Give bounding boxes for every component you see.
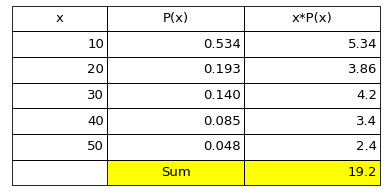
Bar [244,6,380,31]
Bar [244,31,380,57]
Bar [244,31,380,57]
Bar [244,108,380,134]
Bar [108,31,244,57]
Bar [12,6,108,31]
Bar [108,134,244,160]
Bar [244,134,380,160]
Bar [244,160,380,185]
Bar [12,160,108,185]
Text: 0.048: 0.048 [203,140,241,153]
Text: 0.534: 0.534 [203,38,241,51]
Text: 30: 30 [88,89,104,102]
Text: 50: 50 [88,140,104,153]
Text: 40: 40 [88,115,104,128]
Text: 5.34: 5.34 [348,38,377,51]
Bar [108,57,244,83]
Bar [12,134,108,160]
Text: 3.86: 3.86 [348,63,377,76]
Bar [12,83,108,108]
Bar [12,83,108,108]
Text: 3.4: 3.4 [356,115,377,128]
Text: x: x [56,12,63,25]
Bar [12,31,108,57]
Bar [108,6,244,31]
Bar [244,57,380,83]
Text: Sum: Sum [161,166,190,179]
Text: 0.085: 0.085 [203,115,241,128]
Bar [12,31,108,57]
Bar [244,57,380,83]
Text: 4.2: 4.2 [356,89,377,102]
Text: 0.140: 0.140 [203,89,241,102]
Text: 10: 10 [88,38,104,51]
Bar [108,108,244,134]
Text: P(x): P(x) [162,12,189,25]
Text: x*P(x): x*P(x) [291,12,332,25]
Text: 2.4: 2.4 [356,140,377,153]
Bar [12,108,108,134]
Bar [108,160,244,185]
Bar [108,134,244,160]
Bar [244,6,380,31]
Bar [12,57,108,83]
Bar [244,160,380,185]
Bar [108,83,244,108]
Bar [244,83,380,108]
Bar [244,83,380,108]
Bar [108,31,244,57]
Text: 19.2: 19.2 [348,166,377,179]
Text: 0.193: 0.193 [203,63,241,76]
Bar [12,57,108,83]
Bar [12,134,108,160]
Bar [244,134,380,160]
Bar [244,108,380,134]
Text: 20: 20 [88,63,104,76]
Bar [108,108,244,134]
Bar [108,160,244,185]
Bar [108,57,244,83]
Bar [108,6,244,31]
Bar [12,108,108,134]
Bar [108,83,244,108]
Bar [12,6,108,31]
